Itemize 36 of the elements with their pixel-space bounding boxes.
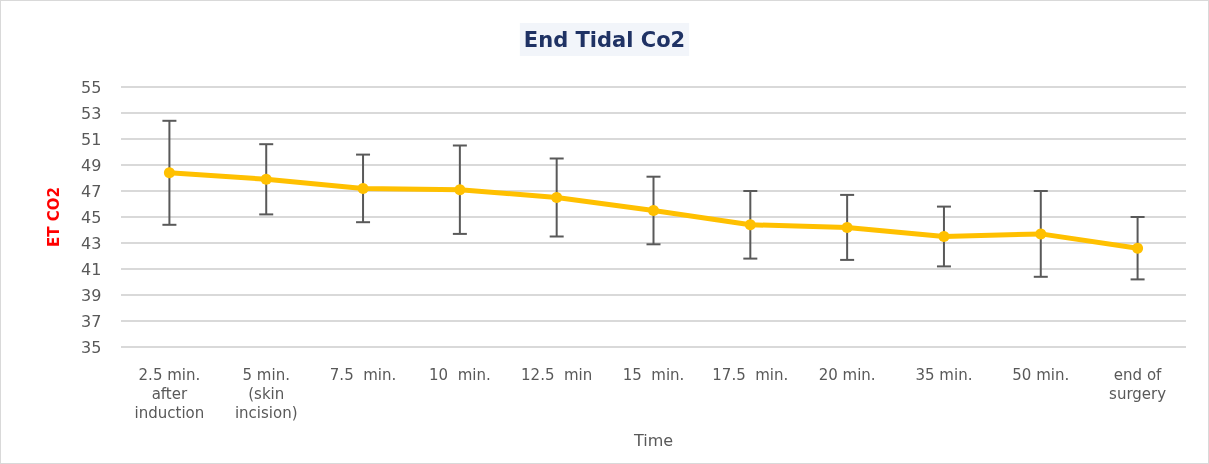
y-tick-label: 53 bbox=[81, 103, 102, 123]
x-tick-label: 5 min. (skin incision) bbox=[234, 365, 298, 422]
x-tick-label: 12.5 min bbox=[521, 365, 593, 384]
y-tick-label: 49 bbox=[81, 155, 102, 175]
point bbox=[744, 219, 756, 231]
y-tick-label: 43 bbox=[81, 233, 102, 253]
point bbox=[1132, 242, 1144, 254]
y-tick-label: 39 bbox=[81, 285, 102, 305]
x-tick-label: end of surgery bbox=[1109, 365, 1167, 403]
x-tick-label: 15 min. bbox=[622, 365, 685, 384]
y-tick-label: 37 bbox=[81, 311, 102, 331]
point bbox=[938, 231, 950, 242]
y-tick-label: 51 bbox=[81, 129, 102, 149]
y-tick-label: 35 bbox=[81, 337, 102, 357]
x-tick-label: 7.5 min. bbox=[329, 365, 397, 384]
x-axis-title: Time bbox=[632, 430, 674, 450]
point bbox=[260, 173, 272, 185]
point bbox=[357, 182, 369, 194]
y-axis-title: ET CO2 bbox=[44, 187, 63, 247]
y-tick-label: 47 bbox=[81, 181, 102, 201]
y-tick-label: 45 bbox=[81, 207, 102, 227]
point bbox=[1035, 228, 1047, 240]
x-tick-label: 17.5 min. bbox=[712, 365, 789, 384]
y-tick-label: 55 bbox=[81, 77, 102, 97]
chart-title: End Tidal Co2 bbox=[523, 27, 686, 52]
point bbox=[841, 221, 853, 233]
x-tick-label: 20 min. bbox=[818, 365, 876, 384]
point bbox=[454, 184, 466, 196]
x-tick-label: 35 min. bbox=[915, 365, 973, 384]
point bbox=[163, 167, 175, 179]
x-tick-label: 2.5 min. after induction bbox=[134, 365, 205, 422]
point bbox=[648, 205, 659, 216]
point bbox=[551, 192, 563, 203]
y-tick-label: 41 bbox=[81, 259, 102, 279]
x-tick-label: 10 min. bbox=[429, 365, 491, 384]
x-tick-label: 50 min. bbox=[1012, 365, 1070, 384]
